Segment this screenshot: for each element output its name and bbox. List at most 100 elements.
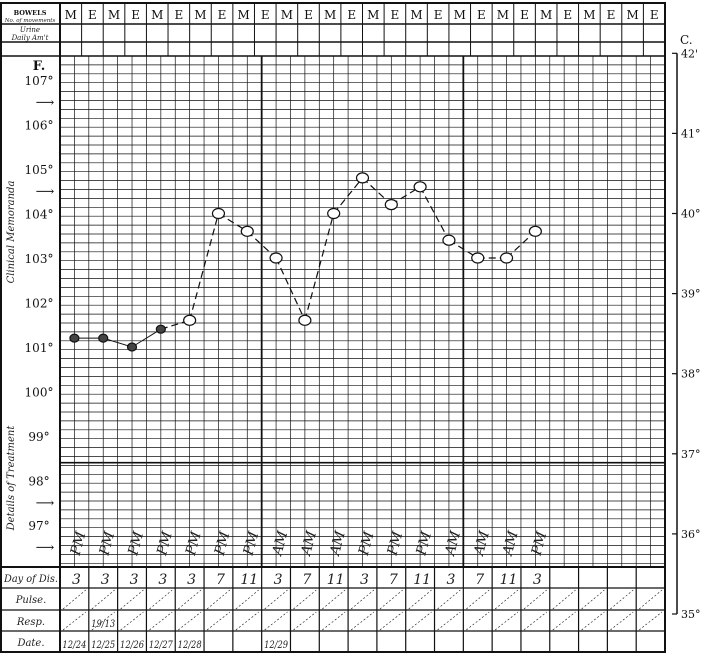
resp-cell-slash <box>523 611 547 631</box>
shift-label: E <box>174 8 183 22</box>
celsius-tick-label: 35° <box>681 608 701 621</box>
resp-cell-slash <box>322 611 346 631</box>
temperature-point <box>355 172 370 184</box>
pulse-cell-slash <box>91 589 115 610</box>
shift-label: E <box>261 8 270 22</box>
time-of-day-label: AM <box>269 529 291 559</box>
celsius-tick-label: 41° <box>681 127 701 140</box>
time-of-day-label: PM <box>240 529 262 558</box>
pulse-cell-slash <box>293 589 317 610</box>
shift-label: E <box>434 8 443 22</box>
day-of-disease-value: 3 <box>72 572 81 588</box>
pulse-cell-slash <box>120 589 144 610</box>
urine-sublabel: Daily Am't <box>11 34 49 42</box>
pulse-cell-slash <box>264 589 288 610</box>
temperature-segment <box>419 186 450 241</box>
day-of-disease-value: 11 <box>413 572 431 588</box>
pulse-cell-slash <box>610 589 634 610</box>
shift-label: E <box>131 8 140 22</box>
shift-label: M <box>367 8 379 22</box>
temperature-point <box>240 225 254 237</box>
temperature-segment <box>506 230 536 259</box>
pulse-cell-slash <box>523 589 547 610</box>
celsius-tick-label: 37° <box>681 448 701 461</box>
arrow-icon: ⟶ <box>36 95 55 110</box>
day-of-disease-value: 7 <box>389 572 398 588</box>
pulse-cell-slash <box>235 589 259 610</box>
temperature-segment <box>275 257 306 321</box>
fahrenheit-tick-label: 97° <box>28 519 49 533</box>
resp-cell-slash <box>120 611 144 631</box>
pulse-cell-slash <box>206 589 231 610</box>
date-value: 12/27 <box>149 640 174 651</box>
shift-label: E <box>347 8 356 22</box>
resp-cell-slash <box>552 611 576 631</box>
pulse-cell-slash <box>62 589 87 610</box>
fahrenheit-tick-label: 104° <box>25 208 54 222</box>
pulse-cell-slash <box>408 589 432 610</box>
fahrenheit-tick-label: 98° <box>28 475 49 489</box>
fahrenheit-tick-label: 99° <box>28 430 49 444</box>
celsius-tick-label: 39° <box>681 288 701 301</box>
resp-cell-slash <box>437 611 461 631</box>
day-of-disease-value: 3 <box>130 572 139 588</box>
shift-label: M <box>281 8 293 22</box>
day-of-disease-value: 11 <box>500 572 518 588</box>
arrow-icon: ⟶ <box>36 540 55 555</box>
shift-label: E <box>88 8 97 22</box>
pulse-cell-slash <box>552 589 576 610</box>
row-label-resp: Resp. <box>16 617 45 628</box>
shift-label: E <box>304 8 313 22</box>
shift-label: M <box>497 8 509 22</box>
pulse-cell-slash <box>178 589 202 610</box>
celsius-tick-label: 40° <box>681 208 701 221</box>
chart-frame <box>0 2 666 653</box>
pulse-cell-slash <box>437 589 461 610</box>
resp-cell-slash <box>350 611 375 631</box>
shift-label: M <box>238 8 250 22</box>
temperature-point <box>499 252 514 264</box>
time-of-day-label: AM <box>499 529 521 559</box>
temperature-point <box>98 333 109 343</box>
fahrenheit-unit: F. <box>33 59 45 74</box>
row-label-day: Day of Dis. <box>3 574 58 585</box>
time-of-day-label: PM <box>154 529 176 558</box>
shift-label: M <box>108 8 120 22</box>
resp-cell-slash <box>178 611 202 631</box>
fahrenheit-tick-label: 100° <box>25 386 54 400</box>
temperature-segment <box>333 177 363 214</box>
pulse-cell-slash <box>494 589 519 610</box>
temperature-segment <box>304 213 335 321</box>
shift-label: M <box>410 8 422 22</box>
day-of-disease-value: 3 <box>446 572 455 588</box>
temperature-point <box>126 342 138 352</box>
temperature-point <box>384 199 398 211</box>
fahrenheit-tick-label: 103° <box>25 252 54 266</box>
fahrenheit-tick-label: 105° <box>25 163 54 177</box>
time-of-day-label: AM <box>471 529 493 559</box>
celsius-tick-label: 36° <box>681 528 701 541</box>
time-of-day-label: PM <box>384 529 406 558</box>
celsius-tick-label: 42' <box>681 47 698 60</box>
time-of-day-label: PM <box>183 529 205 558</box>
temperature-point <box>183 314 197 326</box>
time-of-day-label: PM <box>356 529 378 558</box>
shift-label: M <box>454 8 466 22</box>
time-of-day-label: PM <box>96 529 118 558</box>
time-of-day-label: AM <box>298 529 320 559</box>
temperature-point <box>211 207 226 220</box>
resp-cell-slash <box>408 611 432 631</box>
date-value: 12/25 <box>91 640 115 651</box>
resp-cell-slash <box>466 611 490 631</box>
resp-cell-slash <box>379 611 403 631</box>
time-of-day-label: PM <box>212 529 234 558</box>
day-of-disease-value: 7 <box>216 572 225 588</box>
shift-label: M <box>194 8 206 22</box>
pulse-cell-slash <box>350 589 375 610</box>
pulse-cell-slash <box>638 589 663 610</box>
temperature-point <box>471 252 485 264</box>
shift-label: E <box>650 8 659 22</box>
shift-label: E <box>563 8 572 22</box>
temperature-segment <box>189 213 220 321</box>
resp-value: 19/13 <box>91 619 115 630</box>
